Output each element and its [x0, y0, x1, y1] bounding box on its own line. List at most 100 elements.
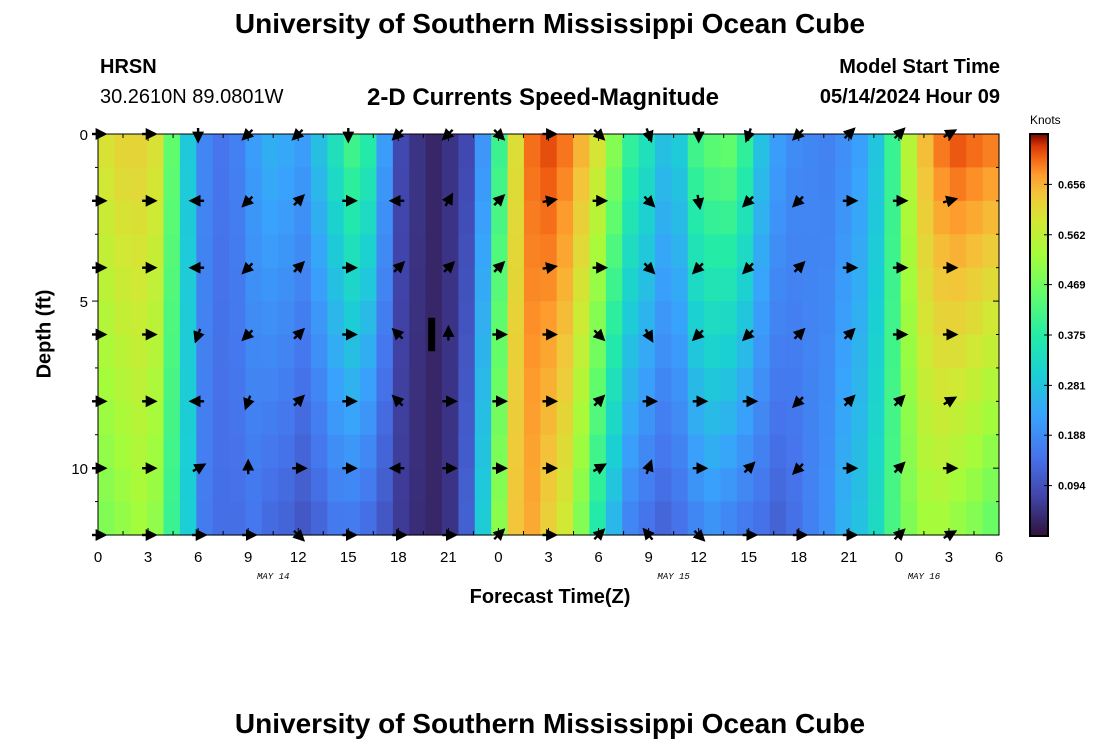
heatmap-cell [753, 434, 771, 469]
heatmap-cell [884, 401, 902, 436]
heatmap-cell [949, 167, 967, 202]
heatmap-cell [229, 267, 247, 302]
heatmap-cell [98, 501, 115, 536]
heatmap-cell [130, 367, 148, 402]
heatmap-cell [818, 334, 836, 369]
heatmap-cell [835, 167, 853, 202]
y-tick-label: 0 [80, 127, 88, 144]
heatmap-cell [605, 234, 623, 269]
heatmap-cell [360, 367, 378, 402]
heatmap-cell [376, 468, 394, 503]
heatmap-cell [540, 501, 558, 536]
heatmap-cell [687, 301, 705, 336]
heatmap-cell [638, 134, 656, 169]
heatmap-cell [523, 367, 541, 402]
heatmap-cell [687, 367, 705, 402]
colorbar-tick-label: 0.469 [1058, 280, 1086, 292]
current-vector-arrow [592, 394, 606, 408]
station-coordinates: 30.2610N 89.0801W [100, 86, 284, 108]
heatmap-cell [933, 134, 951, 169]
x-date-label: MAY 15 [657, 572, 690, 582]
heatmap-cell [114, 501, 132, 536]
heatmap-cell [343, 267, 361, 302]
heatmap-cell [114, 301, 132, 336]
heatmap-cell [720, 401, 738, 436]
colorbar-tick-label: 0.094 [1058, 481, 1086, 493]
heatmap-cell [884, 134, 902, 169]
heatmap-cell [229, 301, 247, 336]
heatmap-cell [720, 134, 738, 169]
x-tick-label: 12 [690, 549, 707, 566]
heatmap-cell [671, 468, 689, 503]
heatmap-cell [802, 301, 820, 336]
heatmap-cell [622, 234, 640, 269]
heatmap-cell [442, 200, 459, 235]
heatmap-cell [98, 334, 115, 369]
heatmap-cell [851, 234, 869, 269]
heatmap-cell [802, 401, 820, 436]
x-tick-label: 15 [340, 549, 357, 566]
heatmap-cell [540, 134, 558, 169]
heatmap-cell [343, 234, 361, 269]
heatmap-cell [130, 234, 148, 269]
heatmap-cell [802, 267, 820, 302]
heatmap-cell [179, 134, 197, 169]
heatmap-cell [392, 167, 410, 202]
heatmap-cell [982, 167, 1000, 202]
heatmap-cell [130, 301, 148, 336]
heatmap-cell [523, 134, 541, 169]
heatmap-cell [229, 468, 247, 503]
heatmap-cell [884, 234, 902, 269]
heatmap-cell [425, 267, 443, 302]
heatmap-cell [179, 401, 197, 436]
heatmap-cell [327, 334, 345, 369]
heatmap-cell [753, 134, 771, 169]
heatmap-cell [933, 434, 951, 469]
x-tick-label: 9 [644, 549, 652, 566]
heatmap-cell [589, 434, 607, 469]
heatmap-cell [147, 167, 165, 202]
heatmap-cell [917, 401, 935, 436]
heatmap-cell [294, 234, 312, 269]
current-vector-arrow [791, 395, 805, 409]
heatmap-cell [98, 434, 115, 469]
heatmap-cell [392, 267, 410, 302]
heatmap-cell [261, 334, 279, 369]
heatmap-cell [523, 301, 541, 336]
heatmap-cell [556, 401, 574, 436]
heatmap-cell [736, 267, 754, 302]
heatmap-cell [425, 167, 443, 202]
heatmap-cell [671, 501, 689, 536]
heatmap-cell [573, 501, 591, 536]
heatmap-cell [573, 334, 591, 369]
current-vector-arrow [892, 394, 906, 408]
heatmap-cell [425, 501, 443, 536]
heatmap-cell [343, 501, 361, 536]
heatmap-cell [917, 367, 935, 402]
heatmap-cell [769, 167, 787, 202]
heatmap-cell [704, 401, 722, 436]
heatmap-cell [786, 401, 804, 436]
x-tick-label: 6 [194, 549, 202, 566]
heatmap-cell [425, 200, 443, 235]
heatmap-cell [147, 134, 165, 169]
y-tick-label: 10 [71, 461, 88, 478]
heatmap-cell [949, 434, 967, 469]
heatmap-cell [196, 234, 214, 269]
colorbar-ticks: 0.656 0.562 0.469 0.375 0.281 0.188 0.094 [1044, 179, 1086, 493]
heatmap-cell [818, 200, 836, 235]
heatmap-cell [687, 267, 705, 302]
heatmap-cell [294, 334, 312, 369]
heatmap-cell [654, 134, 672, 169]
heatmap-cell [114, 267, 132, 302]
heatmap-cell [343, 334, 361, 369]
heatmap-cell [884, 200, 902, 235]
heatmap-cell [982, 267, 1000, 302]
heatmap-cell [753, 501, 771, 536]
heatmap-cell [212, 167, 230, 202]
heatmap-cell [163, 234, 181, 269]
heatmap-cell [982, 367, 1000, 402]
heatmap-cell [245, 234, 263, 269]
heatmap-cell [507, 401, 525, 436]
x-tick-label: 3 [144, 549, 152, 566]
